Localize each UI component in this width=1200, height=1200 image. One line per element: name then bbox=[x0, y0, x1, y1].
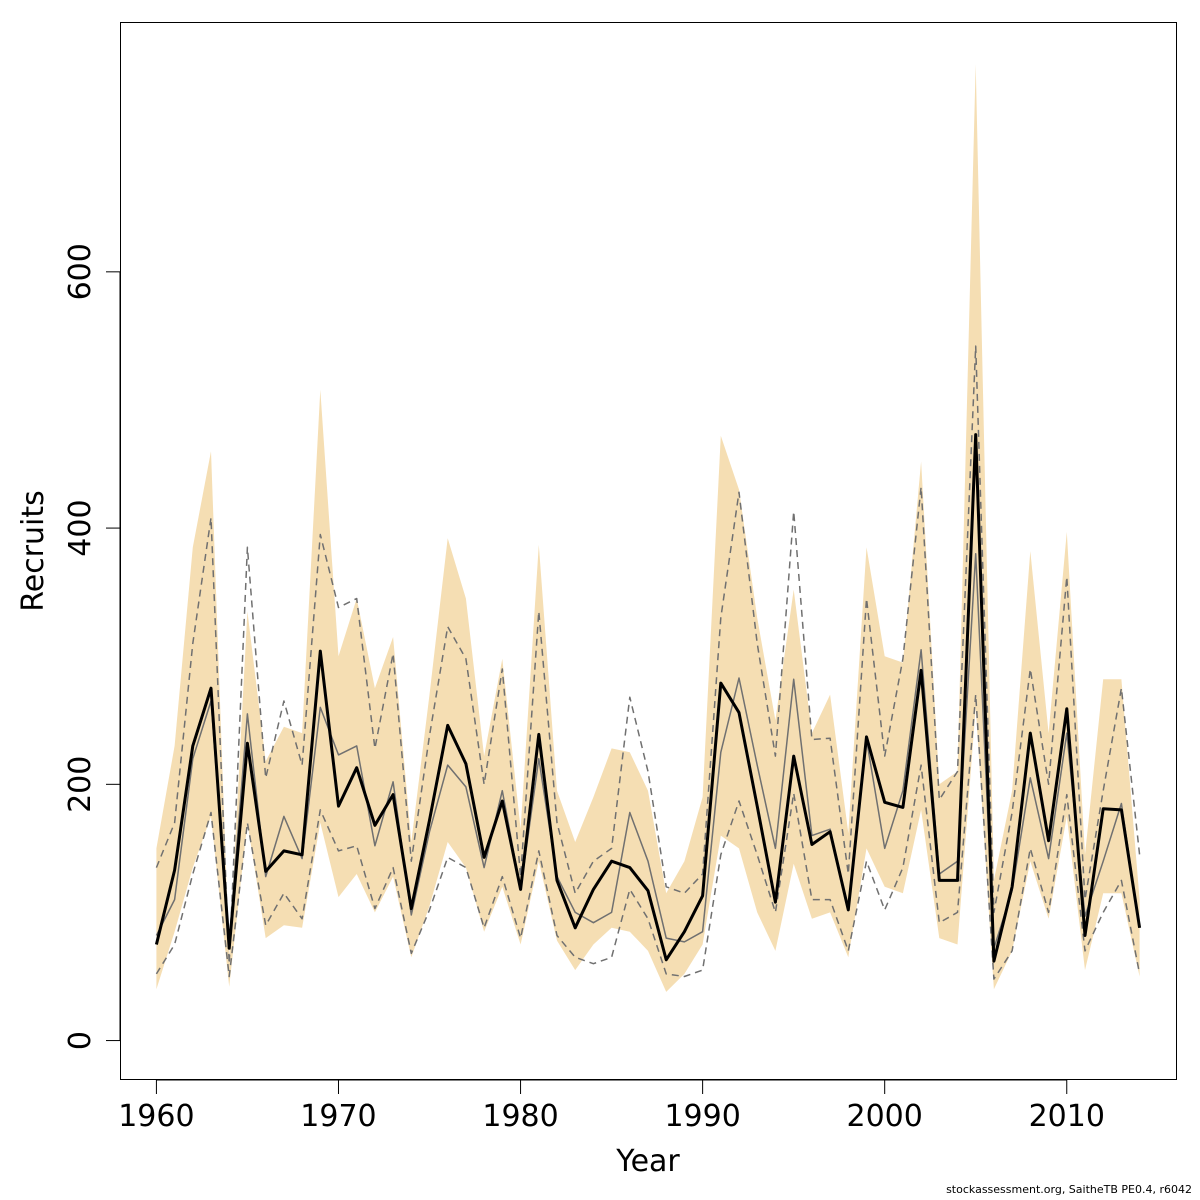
dashed-upper-line bbox=[155, 345, 1141, 965]
median-line bbox=[154, 433, 1142, 963]
x-tick-label-1980: 1980 bbox=[482, 1099, 558, 1134]
y-tick-label-200: 200 bbox=[63, 756, 98, 813]
footer-credit: stockassessment.org, SaitheTB PE0.4, r60… bbox=[946, 1183, 1192, 1196]
y-axis-title: Recruits bbox=[16, 490, 51, 612]
y-tick-label-600: 600 bbox=[63, 243, 98, 300]
x-tick-label-2000: 2000 bbox=[847, 1099, 923, 1134]
x-tick-label-1990: 1990 bbox=[664, 1099, 740, 1134]
confidence-band bbox=[156, 64, 1140, 992]
x-tick-label-2010: 2010 bbox=[1029, 1099, 1105, 1134]
x-axis-title: Year bbox=[615, 1144, 680, 1179]
x-tick-label-1970: 1970 bbox=[300, 1099, 376, 1134]
axes: 1960 1970 1980 1990 2000 2010 0 200 400 600 bbox=[63, 243, 1105, 1134]
mean-line bbox=[155, 552, 1141, 950]
plot-area bbox=[154, 64, 1142, 992]
x-tick-label-1960: 1960 bbox=[118, 1099, 194, 1134]
y-tick-label-0: 0 bbox=[63, 1031, 98, 1050]
dashed-lower-line bbox=[155, 693, 1141, 980]
y-tick-label-400: 400 bbox=[63, 499, 98, 556]
